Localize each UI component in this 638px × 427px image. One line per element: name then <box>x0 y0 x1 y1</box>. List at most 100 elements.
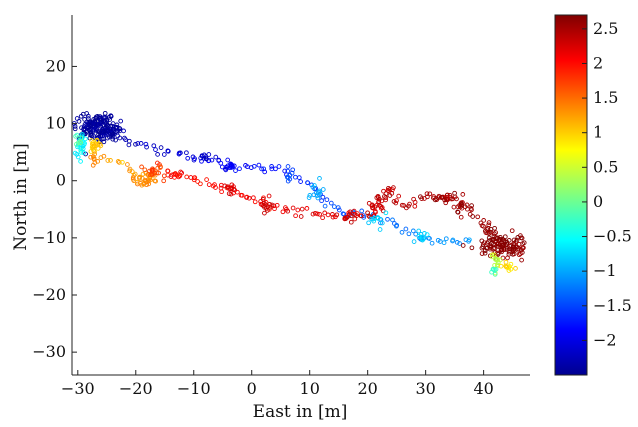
data-point <box>496 244 502 250</box>
x-tick-label: −10 <box>177 379 211 398</box>
data-point <box>135 141 141 146</box>
data-point <box>346 210 352 216</box>
data-point <box>394 198 399 203</box>
data-point <box>322 210 328 216</box>
data-point <box>516 252 522 258</box>
data-point <box>72 124 78 129</box>
data-point <box>475 214 481 220</box>
data-point <box>482 250 488 256</box>
data-point <box>311 192 317 198</box>
data-point <box>498 263 504 269</box>
data-point <box>100 129 106 134</box>
data-point <box>213 185 218 190</box>
data-point <box>74 141 79 147</box>
x-tick-label: −20 <box>119 379 153 398</box>
data-point <box>489 254 495 260</box>
data-point <box>359 208 365 214</box>
y-tick-label: −30 <box>32 342 66 361</box>
data-point <box>105 127 110 133</box>
data-point <box>127 166 133 172</box>
data-point <box>81 150 87 156</box>
data-point <box>431 195 436 201</box>
data-point <box>500 242 505 248</box>
data-point <box>262 169 268 175</box>
data-point <box>469 245 475 251</box>
data-point <box>503 259 509 265</box>
data-point <box>105 123 111 128</box>
data-point <box>316 188 322 194</box>
data-point <box>91 156 97 162</box>
data-point <box>304 206 310 211</box>
data-point <box>309 182 314 188</box>
data-point <box>78 147 84 153</box>
data-point <box>479 251 485 256</box>
data-point <box>319 198 324 204</box>
data-point <box>85 113 91 119</box>
colorbar-tick-label: 1 <box>593 123 603 142</box>
data-point <box>317 176 322 181</box>
data-point <box>293 174 298 180</box>
data-point <box>348 219 354 225</box>
data-point <box>422 231 427 236</box>
data-point <box>375 215 381 221</box>
data-point <box>116 160 122 165</box>
data-point <box>330 212 335 217</box>
data-point <box>155 165 161 171</box>
data-point <box>520 245 525 251</box>
data-point <box>482 248 488 253</box>
data-point <box>518 235 524 241</box>
data-point <box>184 150 189 156</box>
x-tick-label: 0 <box>247 379 257 398</box>
data-point <box>365 210 370 216</box>
data-point <box>120 159 125 165</box>
data-point <box>434 196 439 201</box>
data-point <box>427 191 433 197</box>
data-point <box>492 225 497 231</box>
data-point <box>161 178 167 184</box>
data-point <box>371 218 377 224</box>
data-point <box>235 189 240 195</box>
data-point <box>514 237 520 243</box>
data-point <box>146 181 152 187</box>
y-tick-label: 10 <box>46 114 66 133</box>
data-point <box>396 193 402 199</box>
data-point <box>191 175 197 181</box>
data-point <box>237 166 242 172</box>
data-point <box>343 216 349 221</box>
data-point <box>519 257 524 263</box>
colorbar-tick-label: −0.5 <box>593 227 632 246</box>
data-point <box>233 168 238 173</box>
data-point <box>285 168 291 174</box>
data-point <box>280 209 286 215</box>
data-point <box>492 239 498 245</box>
data-point <box>386 188 392 194</box>
data-point <box>143 178 149 184</box>
data-point <box>336 207 342 213</box>
data-point <box>324 197 330 203</box>
data-point <box>464 202 470 208</box>
data-point <box>261 200 267 206</box>
data-point <box>154 170 160 176</box>
data-point <box>246 195 252 201</box>
data-point <box>244 195 249 200</box>
data-point <box>348 213 354 219</box>
data-point <box>420 237 425 243</box>
data-point <box>168 174 174 179</box>
data-point <box>506 246 512 252</box>
data-point <box>121 128 126 134</box>
data-point <box>149 172 155 177</box>
data-point <box>256 162 262 168</box>
data-point <box>379 220 385 226</box>
data-point <box>219 189 224 195</box>
data-point <box>273 166 278 172</box>
data-point <box>87 122 92 127</box>
data-point <box>340 211 346 217</box>
data-point <box>110 126 116 132</box>
data-point <box>352 216 358 222</box>
data-point <box>229 185 235 191</box>
data-point <box>285 164 291 169</box>
data-point <box>239 193 245 198</box>
data-point <box>139 164 144 170</box>
data-point <box>305 180 310 185</box>
data-point <box>80 143 86 149</box>
